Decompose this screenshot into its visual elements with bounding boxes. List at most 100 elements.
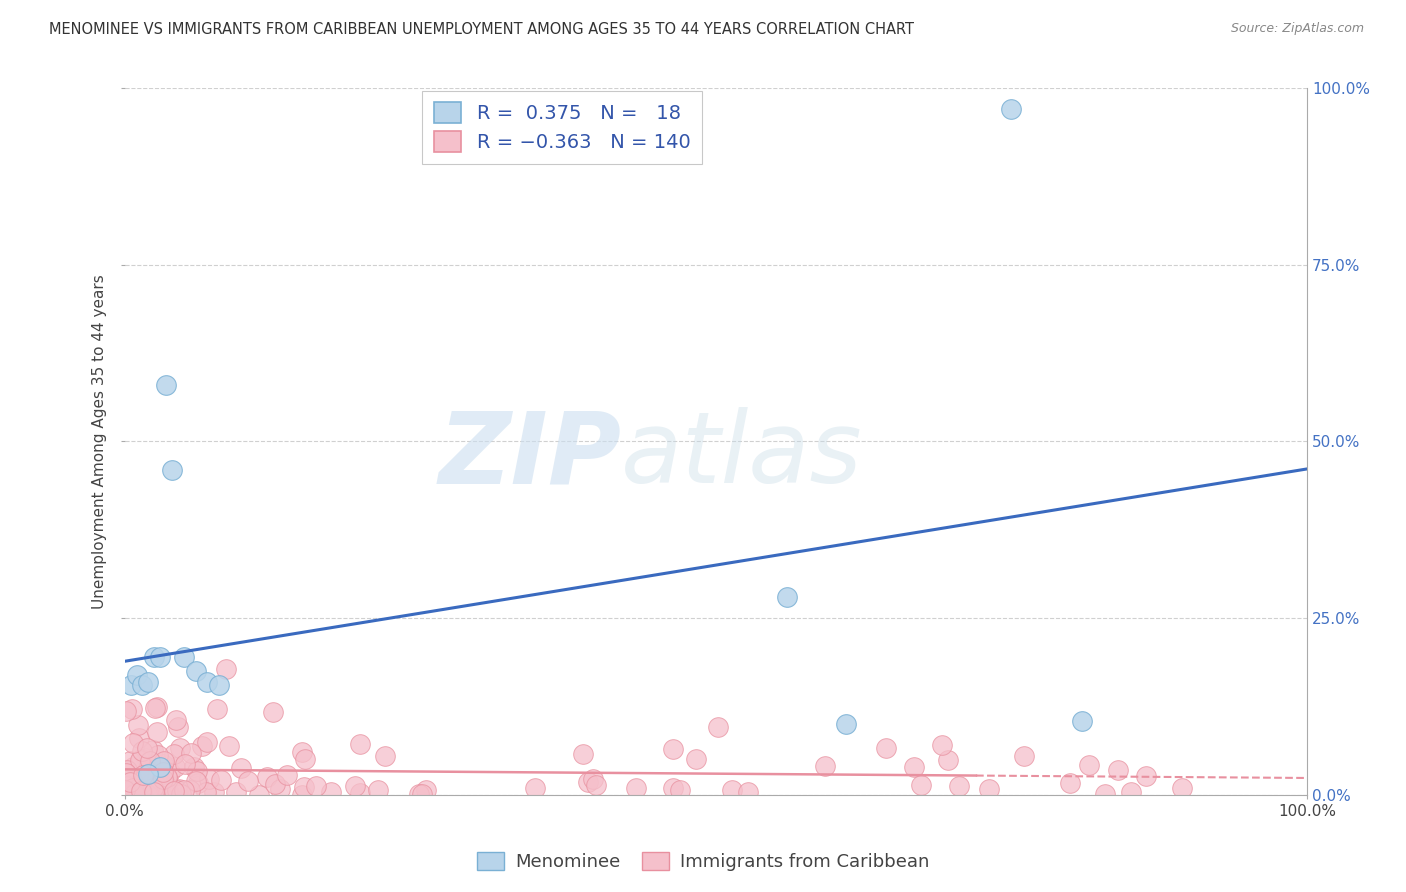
Point — [169, 781, 191, 796]
Point — [291, 788, 314, 802]
Point — [152, 765, 174, 780]
Point — [115, 779, 138, 793]
Point — [167, 720, 190, 734]
Text: atlas: atlas — [621, 407, 863, 504]
Point — [191, 739, 214, 754]
Point — [131, 678, 153, 692]
Point — [122, 773, 145, 788]
Point — [408, 787, 430, 801]
Point — [129, 783, 152, 797]
Point — [129, 753, 152, 767]
Point — [707, 720, 730, 734]
Point — [576, 775, 599, 789]
Point — [1107, 763, 1129, 777]
Point — [157, 786, 180, 800]
Point — [146, 766, 169, 780]
Point — [131, 752, 153, 766]
Point — [179, 783, 201, 797]
Point — [349, 737, 371, 751]
Point — [157, 784, 180, 798]
Point — [159, 764, 181, 779]
Point — [122, 736, 145, 750]
Text: ZIP: ZIP — [439, 407, 621, 504]
Text: MENOMINEE VS IMMIGRANTS FROM CARIBBEAN UNEMPLOYMENT AMONG AGES 35 TO 44 YEARS CO: MENOMINEE VS IMMIGRANTS FROM CARIBBEAN U… — [49, 22, 914, 37]
Point — [936, 753, 959, 767]
Point — [139, 765, 162, 780]
Point — [721, 782, 744, 797]
Point — [120, 785, 142, 799]
Point — [835, 717, 858, 731]
Point — [135, 787, 157, 801]
Point — [187, 776, 209, 790]
Point — [149, 760, 172, 774]
Point — [903, 759, 925, 773]
Point — [155, 377, 177, 392]
Point — [669, 782, 692, 797]
Point — [114, 783, 136, 797]
Point — [131, 785, 153, 799]
Point — [948, 779, 970, 793]
Point — [585, 779, 607, 793]
Point — [152, 756, 174, 771]
Point — [120, 754, 142, 768]
Point — [121, 780, 143, 795]
Point — [142, 743, 165, 757]
Y-axis label: Unemployment Among Ages 35 to 44 years: Unemployment Among Ages 35 to 44 years — [93, 274, 107, 609]
Point — [737, 785, 759, 799]
Point — [247, 788, 270, 802]
Point — [124, 786, 146, 800]
Point — [195, 785, 218, 799]
Point — [131, 768, 153, 782]
Point — [121, 702, 143, 716]
Point — [411, 787, 433, 801]
Point — [186, 764, 208, 778]
Point — [319, 785, 342, 799]
Point — [153, 754, 176, 768]
Point — [776, 590, 799, 604]
Point — [198, 772, 221, 787]
Point — [117, 782, 139, 797]
Point — [344, 779, 367, 793]
Point — [186, 773, 208, 788]
Point — [145, 724, 167, 739]
Point — [115, 766, 138, 780]
Point — [184, 665, 207, 679]
Point — [374, 749, 396, 764]
Point — [114, 704, 136, 718]
Point — [624, 781, 647, 796]
Point — [145, 700, 167, 714]
Point — [1170, 781, 1192, 796]
Point — [523, 781, 546, 796]
Text: Source: ZipAtlas.com: Source: ZipAtlas.com — [1230, 22, 1364, 36]
Point — [582, 772, 605, 786]
Point — [135, 751, 157, 765]
Point — [143, 650, 166, 665]
Point — [134, 768, 156, 782]
Point — [814, 759, 837, 773]
Point — [262, 705, 284, 719]
Point — [138, 674, 160, 689]
Point — [292, 780, 315, 795]
Point — [931, 738, 953, 752]
Point — [231, 761, 253, 775]
Point — [1000, 102, 1022, 116]
Point — [685, 752, 707, 766]
Point — [129, 784, 152, 798]
Point — [170, 787, 193, 801]
Point — [165, 759, 187, 773]
Point — [204, 785, 226, 799]
Point — [572, 747, 595, 761]
Point — [139, 784, 162, 798]
Point — [305, 779, 328, 793]
Point — [415, 783, 437, 797]
Point — [1094, 787, 1116, 801]
Point — [127, 718, 149, 732]
Point — [149, 768, 172, 782]
Point — [166, 783, 188, 797]
Point — [155, 778, 177, 792]
Point — [662, 742, 685, 756]
Point — [1121, 785, 1143, 799]
Point — [142, 780, 165, 795]
Point — [163, 747, 186, 761]
Point — [264, 776, 287, 790]
